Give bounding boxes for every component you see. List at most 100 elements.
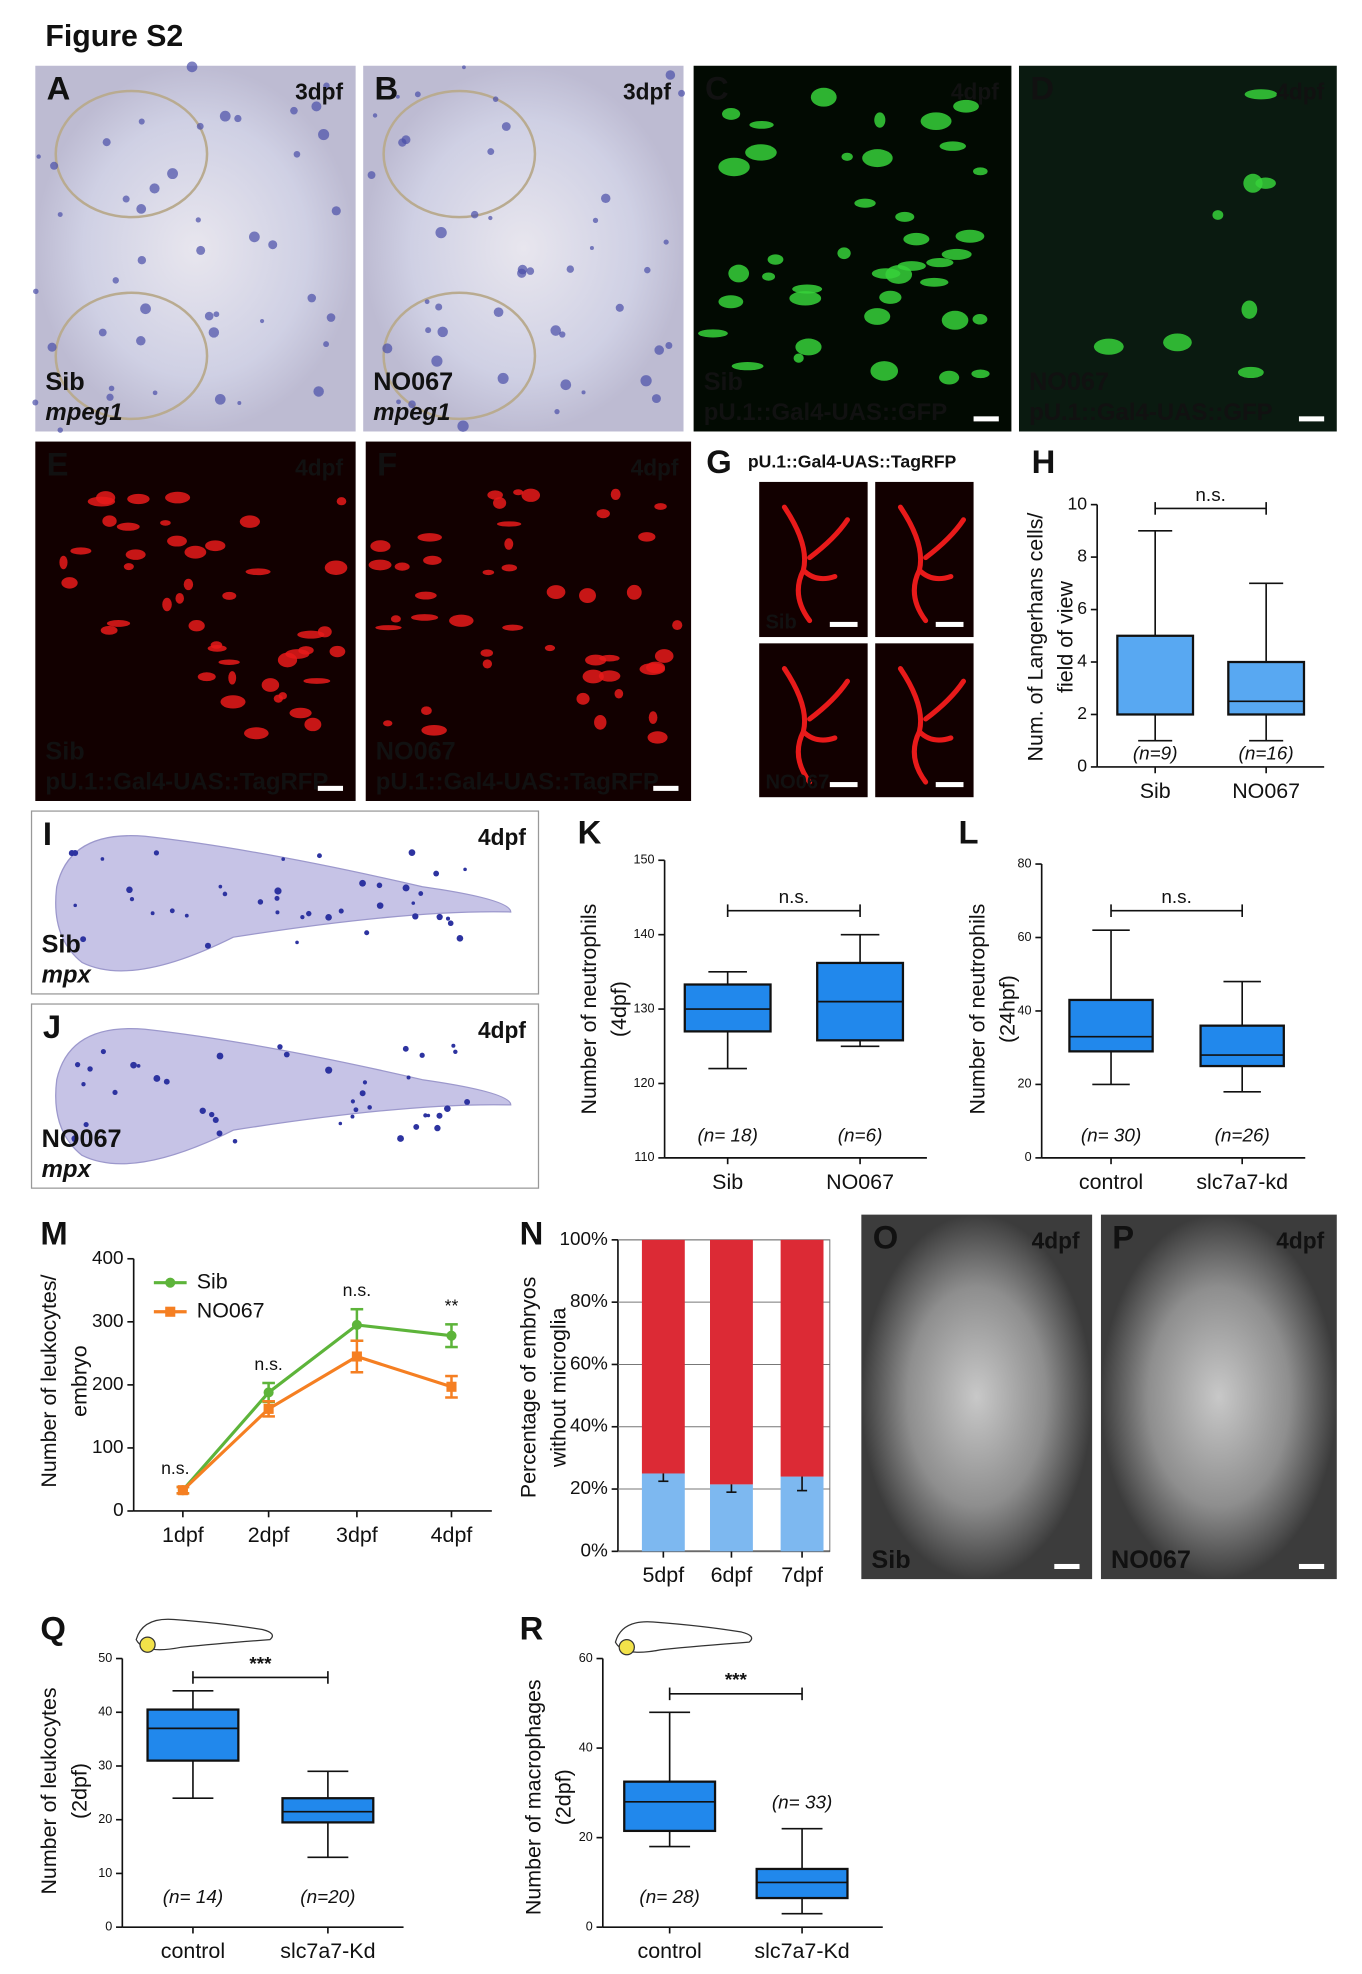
stage-label: 4dpf (951, 79, 999, 105)
box (623, 1780, 717, 1833)
panel-letter: G (706, 443, 732, 480)
genotype-label: Sib (42, 931, 81, 959)
cell (504, 538, 514, 550)
panel-letter: J (43, 1008, 61, 1045)
stain-dot (353, 1107, 359, 1113)
stain-dot (259, 318, 265, 324)
genotype-label: NO067 (1111, 1546, 1191, 1574)
panel-letter: Q (40, 1609, 66, 1646)
stain-dot (550, 325, 562, 336)
stain-dot (433, 870, 440, 877)
cell (614, 689, 624, 699)
stain-dot (517, 268, 527, 278)
photo (1100, 1214, 1337, 1580)
point (351, 1319, 362, 1331)
stain-dot (295, 940, 299, 945)
stain-dot (453, 1049, 458, 1054)
image-panel: O 4dpf Sib (861, 1214, 1093, 1580)
n-label: (n= 18) (697, 1125, 757, 1146)
legend-marker (165, 1277, 176, 1288)
genotype-label: Sib (871, 1546, 910, 1574)
x-tick-label: 7dpf (781, 1563, 823, 1587)
figure-title: Figure S2 (45, 20, 183, 53)
stain-dot (138, 118, 145, 125)
cell (1237, 366, 1264, 379)
marker-label: pU.1::Gal4-UAS::TagRFP (45, 769, 328, 796)
y-tick-label: 100 (92, 1437, 124, 1458)
stain-dot (331, 206, 341, 216)
stain-dot (678, 89, 685, 97)
scale-bar (653, 785, 679, 791)
x-tick-label: slc7a7-Kd (754, 1939, 849, 1963)
cell (239, 515, 260, 528)
stain-dot (338, 1121, 343, 1126)
stain-dot (397, 1135, 404, 1142)
cell (116, 522, 140, 531)
stain-dot (195, 217, 201, 223)
stain-dot (214, 393, 226, 405)
stain-dot (419, 1052, 425, 1058)
stain-dot (140, 303, 151, 315)
box (1199, 1024, 1285, 1068)
y-tick-label: 10 (1067, 493, 1087, 513)
cell (654, 649, 674, 663)
stain-dot (209, 1111, 215, 1118)
stain-dot (663, 239, 669, 245)
cell (672, 620, 683, 631)
y-tick-label: 0 (586, 1919, 593, 1933)
cell (897, 504, 967, 624)
stain-dot (136, 336, 146, 346)
stain-dot (456, 935, 464, 942)
y-tick-label: 80% (570, 1291, 608, 1312)
stain-dot (644, 266, 651, 274)
stain-dot (74, 1062, 81, 1068)
box (755, 1867, 849, 1900)
n-label: (n=9) (1133, 743, 1178, 764)
panel-letter: P (1112, 1219, 1134, 1256)
cell (188, 620, 205, 632)
cell (297, 630, 325, 639)
cell (375, 625, 402, 631)
stain-dot (313, 386, 324, 397)
panel-letter: M (40, 1215, 67, 1252)
cell (767, 254, 784, 265)
x-tick-label: control (637, 1939, 701, 1963)
cell (598, 670, 621, 682)
n-label: (n= 33) (772, 1793, 832, 1814)
cell (941, 248, 972, 260)
cell (87, 496, 116, 507)
stain-dot (323, 82, 330, 90)
stain-dot (559, 331, 566, 338)
x-tick-label: 4dpf (431, 1523, 473, 1547)
y-axis-label: (2dpf) (552, 1769, 576, 1825)
cell (106, 620, 131, 627)
cell (972, 313, 988, 325)
stain-dot (163, 1078, 170, 1085)
stain-dot (249, 231, 260, 243)
significance-label: ** (445, 1295, 459, 1315)
cell (841, 152, 853, 161)
n-label: (n= 30) (1081, 1125, 1141, 1146)
n-label: (n= 14) (163, 1887, 223, 1908)
stain-dot (338, 908, 344, 914)
cell (197, 672, 216, 682)
cell (61, 577, 78, 589)
series-line (181, 1323, 452, 1492)
cell (383, 720, 393, 727)
cell (728, 264, 750, 283)
cell (926, 257, 954, 268)
scale-bar (1298, 416, 1325, 422)
cell (781, 504, 850, 624)
y-tick-label: 40 (579, 1740, 593, 1754)
photo (759, 481, 868, 638)
stain-dot (122, 195, 130, 203)
stain-dot (83, 1122, 89, 1128)
stage-label: 4dpf (1276, 1227, 1324, 1253)
cell (123, 563, 134, 571)
stain-dot (208, 327, 220, 338)
stain-dot (493, 307, 504, 317)
stain-dot (126, 886, 133, 894)
cell (414, 591, 437, 600)
